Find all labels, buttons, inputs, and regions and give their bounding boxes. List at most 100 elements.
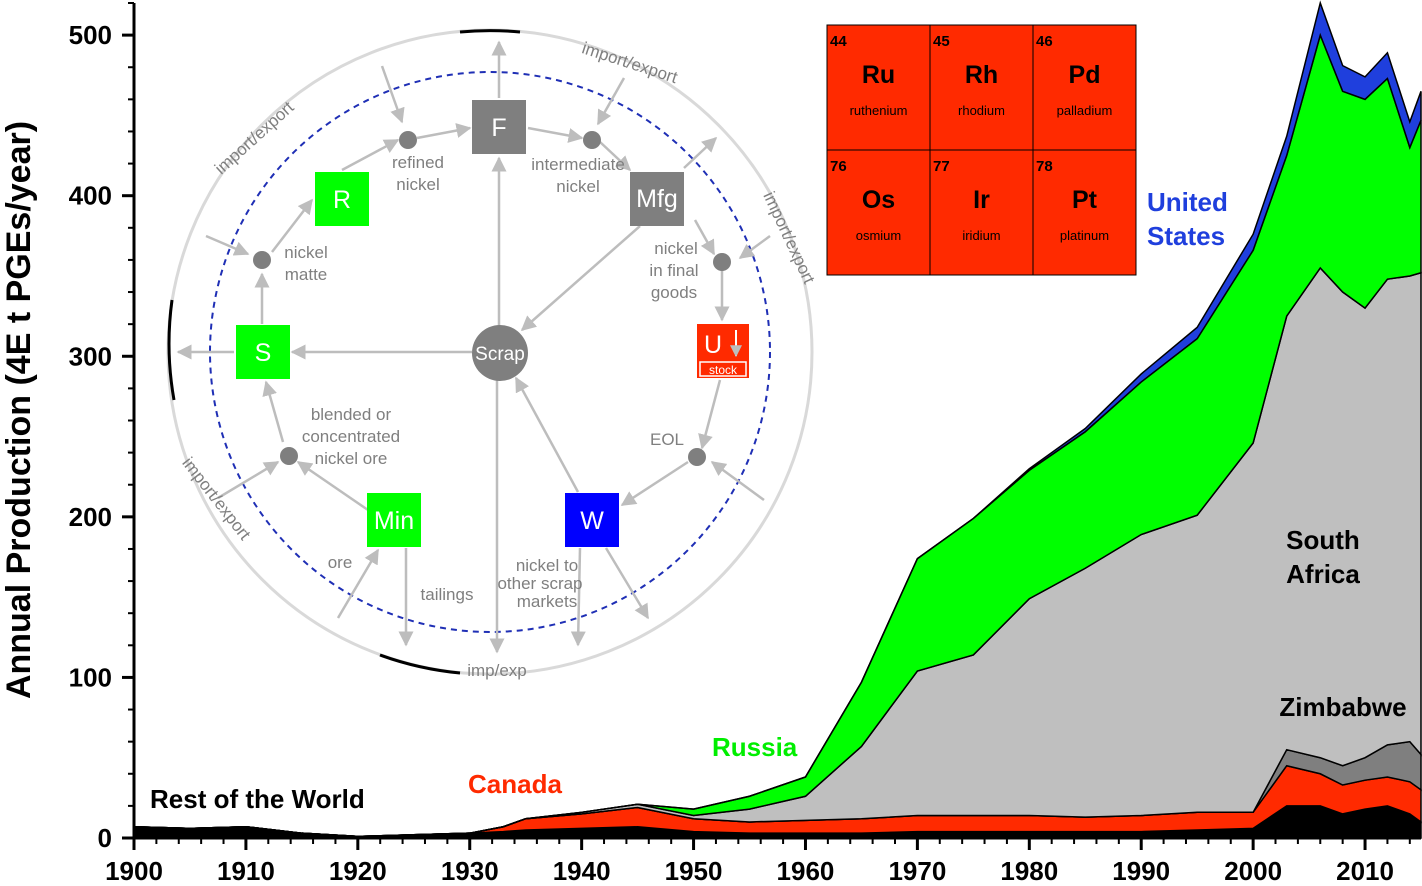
label-eol: EOL [650,430,684,449]
node-w-label: W [580,507,604,535]
node-min-box [367,493,421,547]
x-tick-label-1920: 1920 [329,856,387,886]
pt-cell-symbol: Ru [862,61,895,89]
arrow-import-blended [217,460,280,500]
pt-cell-number: 46 [1036,33,1053,50]
x-tick-label-1900: 1900 [105,856,163,886]
label-matte-1: nickel [284,243,327,262]
pt-cell-name: rhodium [958,103,1005,118]
pt-cell-box [1032,24,1137,151]
node-w-box [565,493,619,547]
outer-boundary-dark-arc [167,299,176,401]
node-scrap-label: Scrap [475,344,525,365]
arrow-u-to-eol [698,379,722,450]
stacked-areas [133,0,1422,839]
label-other-2: other scrap [497,574,582,593]
pt-cell-name: iridium [962,228,1000,243]
nickel-cycle-inset: F Mfg U stock W Min S R Scrap refined ni… [166,28,819,680]
label-intermediate-2: nickel [556,177,599,196]
node-f-label: F [491,114,506,142]
pt-cell-symbol: Rh [965,61,998,89]
x-tick-label-1930: 1930 [441,856,499,886]
pt-cell-name: palladium [1057,103,1113,118]
arrow-mfg-to-scrap [520,225,641,331]
node-s-box [236,325,290,379]
x-tick-label-1940: 1940 [553,856,611,886]
x-tick-label-1980: 1980 [1000,856,1058,886]
y-tick-label-400: 400 [69,181,112,211]
label-other-3: markets [517,592,577,611]
outer-boundary-dark-arc-bottom [379,653,461,675]
node-mfg-box [630,172,684,226]
label-south-africa-2: Africa [1286,559,1360,589]
y-tick-label-0: 0 [98,823,112,853]
series-labels: Rest of the World Canada Russia South Af… [150,187,1407,814]
arrow-eol-to-w [620,460,689,507]
x-tick-label-2010: 2010 [1336,856,1394,886]
label-us-2: States [1147,221,1225,251]
y-tick-label-500: 500 [69,20,112,50]
node-u-stock-box [699,361,747,377]
arrow-f-to-intermediate [527,126,584,143]
arrow-intermediate-to-mfg [599,141,632,172]
x-tick-label-1960: 1960 [777,856,835,886]
pt-cell-symbol: Pt [1072,186,1098,214]
junction-dots [253,131,731,466]
junction-blended [280,447,298,465]
label-ore: ore [328,553,353,572]
arrow-w-to-other [570,547,586,647]
arrow-refined-to-f [416,123,472,140]
label-zimbabwe: Zimbabwe [1279,692,1406,722]
label-canada: Canada [468,769,562,799]
label-south-africa-1: South [1286,525,1360,555]
arrow-import-eol [710,460,765,502]
cycle-nodes: F Mfg U stock W Min S R Scrap [236,100,749,547]
inner-dashed-circle [209,71,771,633]
label-matte-2: matte [285,265,328,284]
arrow-matte-to-r [271,198,313,253]
label-impexp: imp/exp [467,661,527,680]
pt-cell-name: platinum [1060,228,1109,243]
node-r-label: R [333,186,351,214]
label-refined-1: refined [392,153,444,172]
pt-cell-box [826,149,931,276]
pt-cell-number: 76 [830,158,847,175]
label-blended-2: concentrated [302,427,400,446]
label-ie-lowleft: import/export [178,454,254,544]
pt-cell-pt: 78 Pt platinum [1032,149,1137,276]
pt-cell-name: ruthenium [850,103,908,118]
arrow-import-intermediate [596,77,626,126]
pt-cell-ru: 44 Ru ruthenium [826,24,931,151]
x-ticks: 1900 1910 1920 1930 1940 1950 1960 1970 1980 1990… [105,838,1411,886]
junction-eol [688,448,706,466]
pt-cell-number: 77 [933,158,950,175]
pt-cell-os: 76 Os osmium [826,149,931,276]
junction-intermediate [583,131,601,149]
arrow-mfg-to-final [693,219,716,256]
label-russia: Russia [712,732,798,762]
label-blended-3: nickel ore [315,449,388,468]
y-tick-label-100: 100 [69,662,112,692]
y-ticks: 0 100 200 300 400 500 [69,2,134,853]
arrow-w-to-scrap [514,376,580,493]
label-final-2: in final [649,261,698,280]
periodic-table-inset: 44 Ru ruthenium 45 Rh rhodium 46 Pd palladium 76 O… [826,24,1137,276]
label-blended-1: blended or [311,405,392,424]
arrow-mfg-to-export [683,136,718,169]
pt-cell-rh: 45 Rh rhodium [929,24,1034,151]
label-ie-top: import/export [580,38,680,87]
x-tick-label-1950: 1950 [665,856,723,886]
outer-boundary-dark-arc-top [459,29,521,34]
label-tailings: tailings [421,585,474,604]
label-intermediate-1: intermediate [531,155,625,174]
node-s-label: S [255,339,272,367]
junction-matte [253,251,271,269]
pt-cell-box [1032,149,1137,276]
label-other-1: nickel to [516,556,578,575]
node-u-stock-label: stock [709,363,738,377]
node-u-label: U [704,331,722,359]
flow-arrows [176,40,771,654]
node-r-box [315,172,369,226]
